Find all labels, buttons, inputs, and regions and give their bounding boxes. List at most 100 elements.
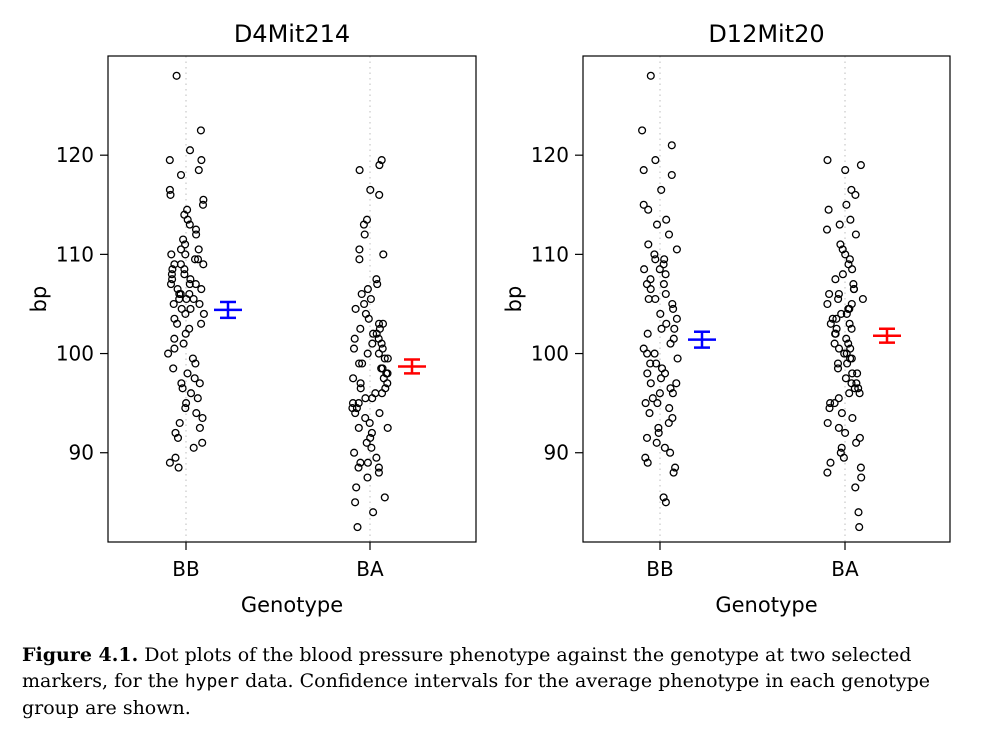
data-point-ba	[354, 463, 363, 472]
data-point-ba	[351, 409, 360, 418]
data-point-ba	[834, 289, 843, 299]
data-point-bb	[185, 220, 194, 229]
data-point-ba	[355, 359, 364, 368]
data-point-ba	[842, 334, 851, 343]
data-point-bb	[195, 423, 204, 432]
confidence-interval-bb	[688, 330, 716, 349]
data-point-ba	[831, 275, 840, 284]
data-point-ba	[855, 523, 864, 532]
data-point-ba	[372, 275, 381, 284]
data-point-bb	[178, 384, 187, 393]
y-axis-label: bp	[502, 286, 526, 313]
caption-text-before: Dot plots of the blood pressure phenotyp…	[22, 644, 912, 692]
data-point-bb	[181, 329, 190, 338]
data-point-ba	[826, 319, 835, 328]
data-point-bb	[167, 250, 176, 259]
data-point-bb	[168, 275, 177, 284]
data-point-ba	[824, 205, 833, 214]
chart-title: D4Mit214	[234, 20, 350, 48]
data-point-ba	[360, 299, 369, 309]
data-point-bb	[197, 285, 206, 294]
data-point-bb	[189, 294, 198, 304]
data-point-ba	[349, 344, 359, 353]
data-point-bb	[644, 294, 653, 304]
data-point-ba	[349, 374, 358, 383]
data-point-ba	[839, 453, 848, 462]
data-point-ba	[837, 309, 846, 318]
data-point-bb	[668, 389, 677, 398]
confidence-interval-ba	[873, 327, 901, 344]
data-point-bb	[166, 190, 175, 199]
data-point-ba	[835, 220, 844, 229]
data-point-bb	[194, 245, 203, 254]
data-point-bb	[177, 379, 186, 388]
data-point-bb	[180, 265, 189, 274]
data-point-bb	[176, 245, 186, 254]
x-axis-label: Genotype	[241, 593, 343, 617]
data-point-ba	[372, 453, 381, 462]
data-point-ba	[375, 161, 384, 170]
data-point-bb	[182, 399, 191, 408]
x-axis-label: Genotype	[715, 593, 817, 617]
data-point-bb	[652, 220, 662, 229]
data-point-ba	[371, 389, 380, 398]
data-point-ba	[842, 309, 851, 318]
data-point-bb	[169, 299, 178, 309]
data-point-bb	[197, 156, 206, 165]
data-point-bb	[643, 329, 652, 338]
data-point-ba	[855, 433, 864, 442]
data-point-ba	[356, 384, 365, 393]
data-point-ba	[828, 314, 837, 323]
y-tick-label: 90	[69, 441, 94, 465]
data-point-bb	[197, 319, 206, 328]
data-point-bb	[186, 389, 196, 398]
data-point-bb	[640, 265, 649, 274]
data-point-ba	[845, 319, 854, 328]
data-point-bb	[186, 304, 195, 313]
data-point-ba	[372, 329, 381, 338]
data-point-bb	[641, 453, 650, 462]
data-point-ba	[849, 280, 858, 289]
data-point-ba	[353, 523, 362, 532]
data-point-bb	[193, 255, 203, 264]
data-point-ba	[354, 423, 363, 432]
data-point-bb	[643, 369, 652, 378]
data-point-bb	[181, 250, 190, 259]
data-point-ba	[823, 156, 832, 165]
data-point-ba	[856, 463, 865, 472]
data-point-bb	[193, 394, 202, 403]
data-point-ba	[855, 389, 864, 398]
data-point-ba	[830, 339, 839, 348]
chart-title: D12Mit20	[708, 20, 824, 48]
data-point-ba	[851, 190, 860, 199]
data-point-bb	[662, 319, 671, 328]
data-point-ba	[375, 190, 384, 199]
data-point-bb	[667, 141, 676, 150]
data-point-ba	[826, 458, 835, 467]
data-point-ba	[374, 463, 383, 472]
data-point-bb	[164, 349, 173, 358]
x-tick-label: BB	[646, 557, 673, 581]
data-point-bb	[638, 126, 647, 135]
data-point-bb	[175, 289, 184, 299]
data-point-bb	[198, 413, 207, 423]
data-point-ba	[367, 443, 376, 452]
data-point-ba	[833, 359, 843, 368]
data-point-bb	[666, 339, 675, 348]
data-point-ba	[378, 344, 387, 353]
data-point-bb	[185, 146, 195, 155]
data-point-ba	[356, 379, 365, 388]
data-point-ba	[832, 314, 841, 323]
data-point-bb	[191, 359, 200, 368]
data-point-ba	[352, 483, 361, 492]
data-point-ba	[823, 299, 832, 309]
data-point-ba	[374, 319, 384, 328]
y-tick-label: 100	[531, 342, 569, 366]
data-point-bb	[651, 156, 660, 165]
data-point-bb	[173, 433, 183, 442]
data-point-bb	[670, 324, 679, 333]
data-point-ba	[846, 215, 855, 224]
data-point-bb	[653, 399, 662, 408]
data-point-ba	[383, 354, 392, 363]
data-point-bb	[642, 280, 651, 289]
